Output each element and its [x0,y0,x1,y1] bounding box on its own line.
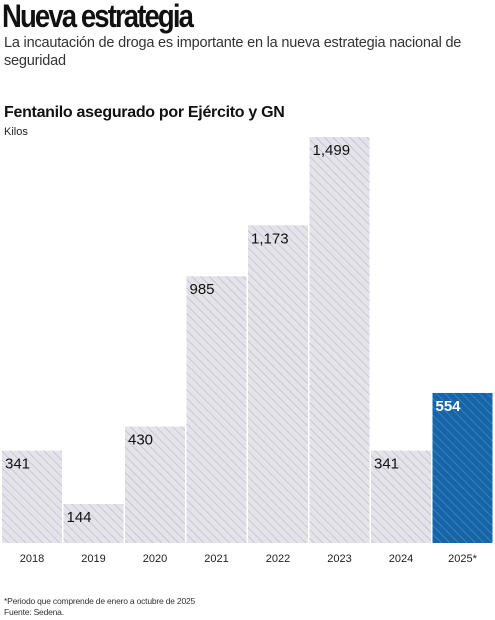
value-label: 341 [374,456,399,473]
x-tick-label: 2025* [448,553,477,565]
value-label: 554 [436,398,462,415]
value-label: 341 [5,456,30,473]
value-label: 985 [190,281,215,298]
x-tick-label: 2023 [327,553,351,565]
source-note: Fuente: Sedena. [4,607,64,617]
value-label: 1,173 [251,230,289,247]
x-tick-label: 2020 [143,553,167,565]
x-tick-label: 2019 [81,553,105,565]
footnote: *Periodo que comprende de enero a octubr… [4,596,196,606]
bar-2022 [248,225,308,543]
bar-2024 [371,450,431,543]
x-tick-label: 2021 [204,553,228,565]
subtitle: La incautación de droga es importante en… [4,35,462,69]
headline: Nueva estrategia [2,0,194,34]
bar-2019 [63,503,124,543]
x-tick-label: 2018 [20,553,44,565]
y-axis-unit-label: Kilos [4,126,28,138]
value-label: 430 [128,432,153,449]
value-label: 1,499 [313,142,351,159]
value-label: 144 [67,509,92,526]
bar-2023 [309,137,370,543]
bar-2025 [432,392,493,543]
bar-2018 [2,450,62,543]
bar-2020 [125,426,185,543]
x-tick-label: 2022 [266,553,290,565]
chart-title: Fentanilo asegurado por Ejército y GN [4,104,285,121]
bar-2021 [186,276,247,543]
x-tick-label: 2024 [389,553,413,565]
